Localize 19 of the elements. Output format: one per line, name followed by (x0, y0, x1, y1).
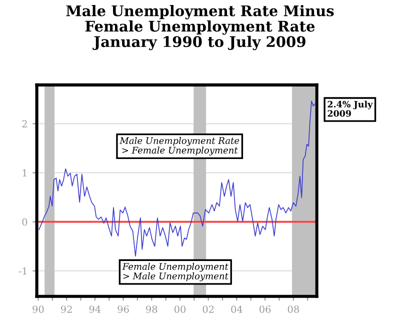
annotation: Male Unemployment Rate > Female Unemployment (120, 137, 240, 156)
y-tick-label: 1 (22, 169, 26, 176)
annotation: 2.4% July 2009 (328, 100, 373, 117)
x-tick-label: 00 (174, 306, 186, 313)
x-tick-label: 96 (118, 306, 129, 313)
x-tick-label: 08 (288, 306, 299, 313)
annotation: Female Unemployment > Male Unemployment (122, 262, 228, 282)
x-tick-label: 90 (32, 306, 44, 313)
y-tick-label: 2 (22, 120, 27, 128)
x-tick-label: 92 (61, 306, 72, 313)
x-tick-label: 02 (202, 306, 214, 313)
line-series (38, 100, 316, 257)
chart-title: Male Unemployment Rate Minus Female Unemployment Rate January 1990 to July 2009 (66, 4, 334, 50)
x-tick-label: 04 (231, 306, 242, 313)
x-tick-label: 06 (260, 306, 271, 313)
y-tick-label: -1 (18, 267, 26, 275)
x-tick-label: 98 (146, 306, 158, 313)
y-tick-label: 0 (22, 218, 28, 226)
x-tick-label: 94 (89, 306, 101, 313)
